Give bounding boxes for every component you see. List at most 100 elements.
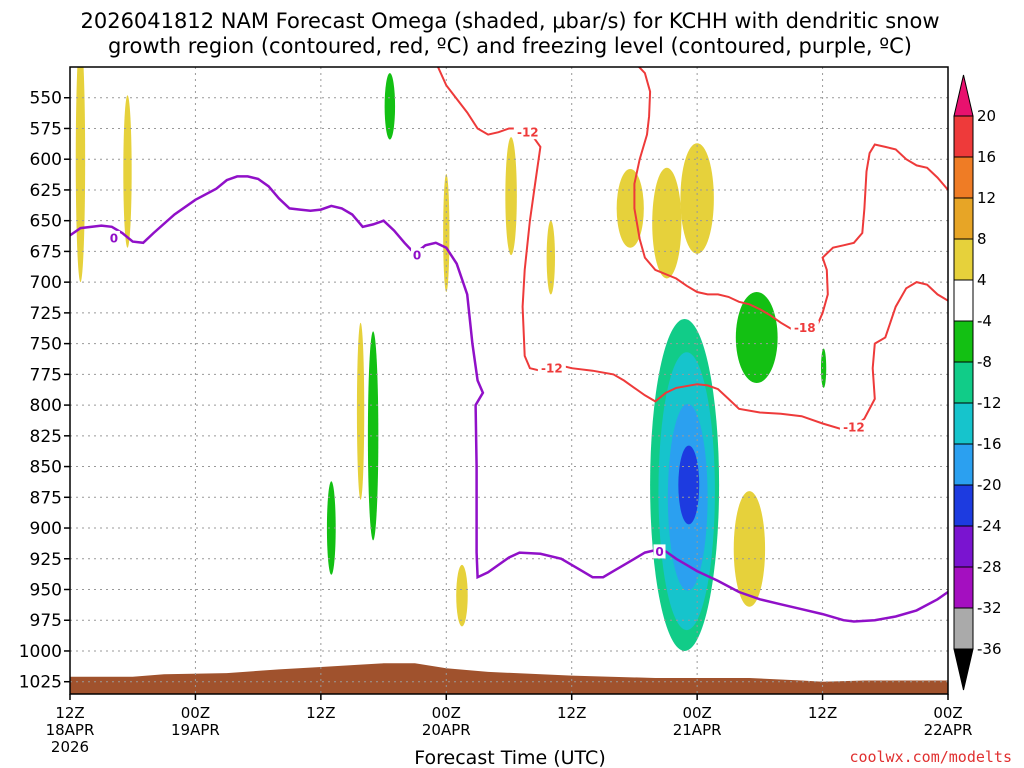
- colorbar-swatch: [953, 279, 974, 322]
- colorbar-label: -28: [977, 558, 1002, 576]
- colorbar-swatch: [953, 361, 974, 404]
- y-tick-label: 775: [30, 365, 62, 385]
- omega-region: [735, 291, 778, 383]
- x-tick-label: 12Z: [557, 704, 586, 722]
- colorbar-label: 20: [977, 107, 996, 125]
- y-tick-label: 575: [30, 119, 62, 139]
- omega-region: [546, 220, 555, 295]
- contour-label: -12: [517, 126, 539, 140]
- y-tick-label: 800: [30, 396, 62, 416]
- colorbar-label: -16: [977, 435, 1002, 453]
- contour-label: -12: [541, 362, 563, 376]
- x-tick-label: 18APR: [46, 721, 95, 739]
- colorbar-swatch: [953, 197, 974, 240]
- colorbar-swatch: [953, 484, 974, 527]
- x-tick-label: 00Z: [933, 704, 962, 722]
- omega-region: [652, 167, 682, 279]
- colorbar-swatch: [953, 402, 974, 445]
- omega-region: [367, 331, 379, 541]
- colorbar-label: 4: [977, 271, 987, 289]
- terrain-fill: [70, 663, 948, 694]
- y-tick-label: 550: [30, 89, 62, 109]
- colorbar: 20 16 12 8 4 -4 -8 -12 -16 -20 -24 -28 -32 -36: [953, 74, 1002, 691]
- colorbar-label: 12: [977, 189, 996, 207]
- freezing-level-contour: 0 0 0: [70, 175, 948, 623]
- colorbar-cap-top: [953, 74, 974, 117]
- omega-region: [356, 322, 365, 500]
- omega-region: [384, 73, 396, 140]
- y-tick-label: 1000: [19, 642, 62, 662]
- y-tick-label: 900: [30, 519, 62, 539]
- y-tick-label: 975: [30, 611, 62, 631]
- x-tick-label: 12Z: [808, 704, 837, 722]
- colorbar-swatch: [953, 115, 974, 158]
- x-tick-label: 12Z: [306, 704, 335, 722]
- y-tick-label: 600: [30, 150, 62, 170]
- contour-label: 0: [655, 545, 663, 559]
- y-tick-label: 700: [30, 273, 62, 293]
- colorbar-label: -20: [977, 476, 1002, 494]
- x-tick-label: 00Z: [432, 704, 461, 722]
- omega-region: [443, 173, 450, 292]
- omega-region: [326, 481, 336, 575]
- colorbar-swatch: [953, 607, 974, 650]
- x-tick-label: 12Z: [55, 704, 84, 722]
- x-tick-label: 21APR: [673, 721, 722, 739]
- contour-label: -18: [794, 321, 816, 335]
- chart-title-line-2: growth region (contoured, red, ºC) and f…: [108, 34, 912, 58]
- contour-label-bg: [411, 248, 424, 263]
- colorbar-label: 8: [977, 230, 987, 248]
- x-tick-label: 19APR: [171, 721, 220, 739]
- y-tick-label: 725: [30, 304, 62, 324]
- omega-region: [821, 348, 827, 388]
- y-axis-ticks: 550 575 600 625 650 675 700 725 750 775 800 825 850 8…: [19, 89, 70, 693]
- y-tick-label: 925: [30, 550, 62, 570]
- omega-region: [733, 491, 766, 607]
- colorbar-label: -12: [977, 394, 1002, 412]
- colorbar-label: -36: [977, 640, 1002, 658]
- contour-label-bg: [839, 420, 868, 435]
- contour-label: 0: [413, 249, 421, 263]
- omega-region: [456, 564, 468, 627]
- colorbar-label: -32: [977, 599, 1002, 617]
- credit-text: coolwx.com/modelts: [849, 748, 1012, 766]
- omega-region: [680, 143, 714, 254]
- colorbar-cap-bottom: [953, 648, 974, 691]
- contour-label-bg: [790, 320, 819, 335]
- colorbar-swatch: [953, 443, 974, 486]
- contour-label-bg: [513, 125, 542, 140]
- contour-label-bg: [537, 361, 566, 376]
- omega-shading: [75, 67, 827, 651]
- y-tick-label: 950: [30, 581, 62, 601]
- x-tick-label: 00Z: [682, 704, 711, 722]
- colorbar-swatch: [953, 238, 974, 281]
- x-tick-label: 00Z: [181, 704, 210, 722]
- freezing-level-line: [70, 175, 948, 623]
- y-tick-label: 850: [30, 458, 62, 478]
- chart-title-line-1: 2026041812 NAM Forecast Omega (shaded, μ…: [80, 9, 939, 33]
- x-tick-label: 20APR: [422, 721, 471, 739]
- x-tick-label: 2026: [51, 738, 89, 756]
- contour-label: -12: [843, 421, 865, 435]
- colorbar-label: -24: [977, 517, 1002, 535]
- x-tick-label: 22APR: [924, 721, 973, 739]
- contour-label: 0: [110, 231, 118, 245]
- plot-frame: [69, 66, 949, 695]
- y-tick-label: 675: [30, 242, 62, 262]
- omega-region: [678, 445, 700, 525]
- omega-region: [123, 95, 132, 248]
- x-axis-label: Forecast Time (UTC): [414, 747, 605, 768]
- colorbar-swatch: [953, 156, 974, 199]
- colorbar-label: -8: [977, 353, 992, 371]
- colorbar-swatch: [953, 566, 974, 609]
- y-tick-label: 1025: [19, 673, 62, 693]
- contour-label-bg: [107, 230, 120, 245]
- colorbar-swatch: [953, 320, 974, 363]
- colorbar-label: 16: [977, 148, 996, 166]
- colorbar-swatch: [953, 525, 974, 568]
- colorbar-label: -4: [977, 312, 992, 330]
- dendritic-growth-contours: -12 -18 -12 -12: [436, 67, 948, 435]
- y-tick-label: 875: [30, 488, 62, 508]
- contour-label-bg: [653, 544, 666, 559]
